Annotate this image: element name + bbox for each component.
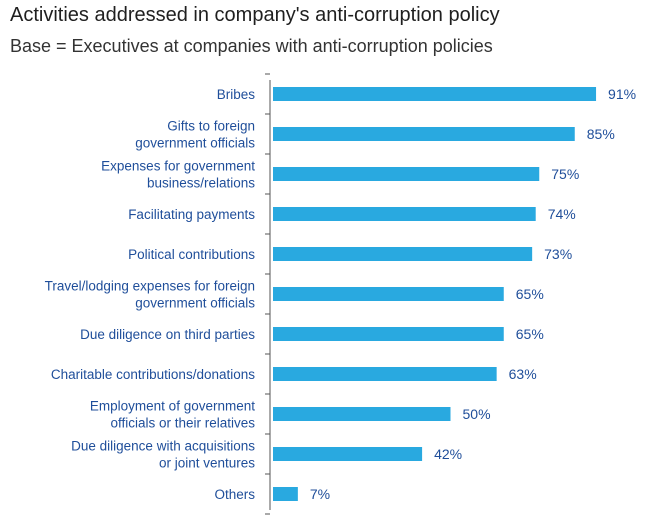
value-label: 63%: [509, 366, 537, 382]
bar: [273, 207, 536, 221]
category-label: Others: [214, 487, 255, 502]
value-label: 73%: [544, 246, 572, 262]
value-label: 65%: [516, 326, 544, 342]
value-label: 85%: [587, 126, 615, 142]
category-label: Facilitating payments: [128, 207, 255, 222]
category-label: Employment of government officials or the…: [90, 399, 255, 431]
bar: [273, 287, 504, 301]
bar: [273, 407, 451, 421]
value-label: 50%: [463, 406, 491, 422]
category-label: Due diligence on third parties: [80, 327, 255, 342]
bar: [273, 247, 533, 261]
category-label: Due diligence with acquisitions or joint …: [71, 439, 255, 471]
category-label: Gifts to foreign government officials: [135, 119, 255, 151]
chart-title: Activities addressed in company's anti-c…: [10, 4, 500, 26]
category-label: Travel/lodging expenses for foreign gover…: [45, 279, 256, 311]
value-label: 42%: [434, 446, 462, 462]
value-label: 74%: [548, 206, 576, 222]
bar: [273, 447, 423, 461]
value-label: 7%: [310, 486, 330, 502]
category-label: Bribes: [217, 87, 256, 102]
category-label: Charitable contributions/donations: [51, 367, 255, 382]
value-label: 75%: [551, 166, 579, 182]
bar: [273, 87, 597, 101]
bar: [273, 367, 497, 381]
chart-subtitle: Base = Executives at companies with anti…: [10, 36, 493, 56]
category-label: Expenses for government business/relation…: [101, 159, 255, 191]
bar: [273, 127, 575, 141]
category-label: Political contributions: [128, 247, 255, 262]
value-label: 65%: [516, 286, 544, 302]
bar: [273, 167, 540, 181]
value-label: 91%: [608, 86, 636, 102]
bar: [273, 327, 504, 341]
bar: [273, 487, 298, 501]
